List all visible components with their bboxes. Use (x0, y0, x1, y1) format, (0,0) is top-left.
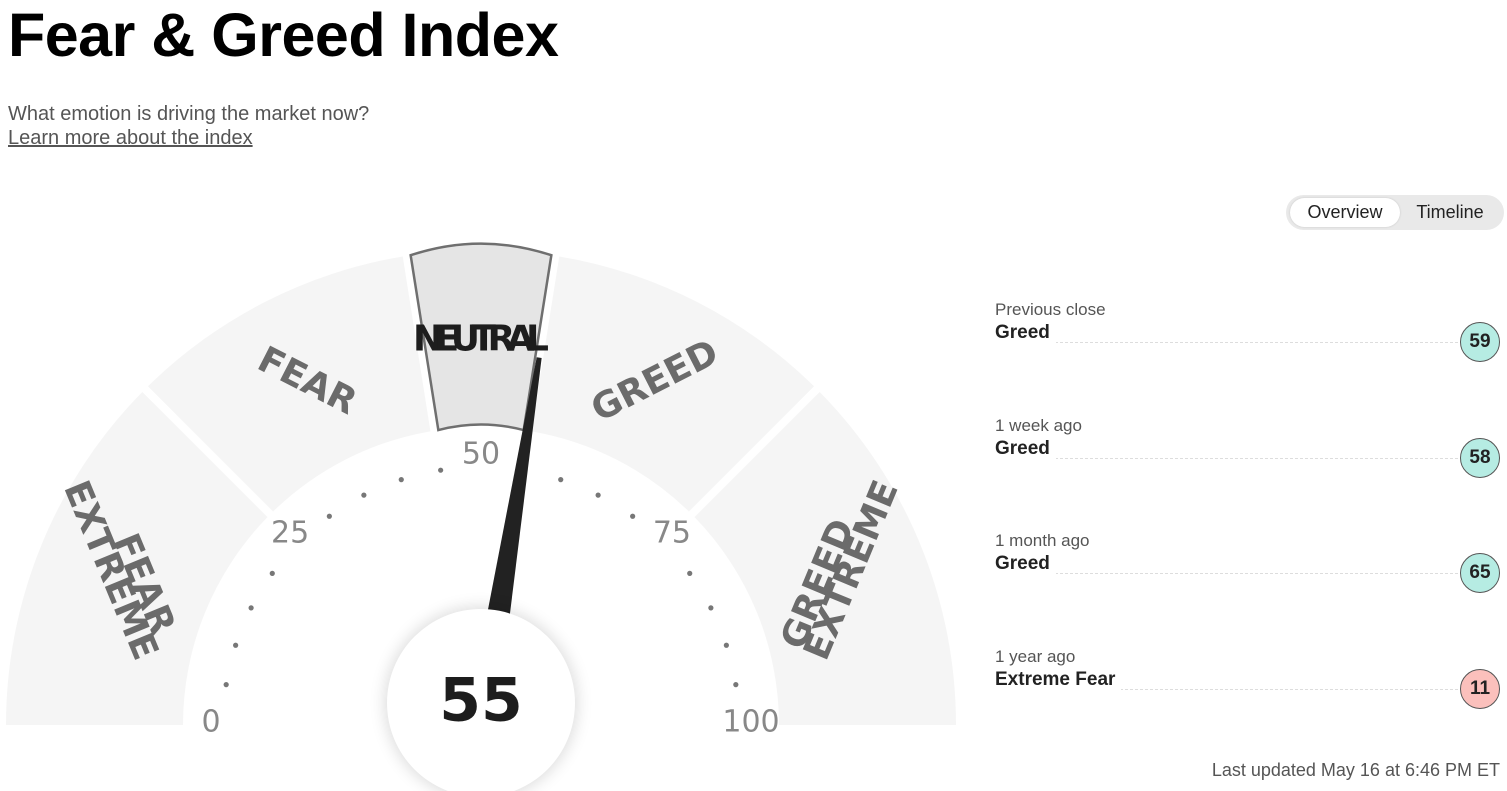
zone-label-neutral: NEUTRAL (413, 319, 549, 360)
last-updated: Last updated May 16 at 6:46 PM ET (1211, 760, 1500, 780)
timeline-tab[interactable]: Timeline (1416, 202, 1484, 222)
history-status: Greed (995, 322, 1056, 344)
scale-dot (361, 492, 367, 498)
history-value-badge: 58 (1460, 438, 1500, 478)
page-subtitle: What emotion is driving the market now? (8, 103, 370, 125)
scale-label-100: 100 (722, 705, 779, 740)
history-value-badge: 59 (1460, 322, 1500, 362)
scale-dot (326, 513, 332, 519)
scale-label-0: 0 (201, 705, 220, 740)
scale-dot (233, 642, 239, 648)
history-value-badge: 65 (1460, 553, 1500, 593)
view-toggle: Overview Timeline (1286, 195, 1504, 230)
history-status: Greed (995, 438, 1056, 460)
scale-label-25: 25 (271, 516, 309, 551)
scale-dot (723, 642, 729, 648)
scale-label-50: 50 (462, 437, 500, 472)
scale-dot (438, 467, 444, 473)
scale-dot (687, 570, 693, 576)
scale-dot (223, 682, 229, 688)
history-status: Greed (995, 553, 1056, 575)
learn-more-link[interactable]: Learn more about the index (8, 127, 253, 149)
zone-extreme-fear (6, 391, 268, 725)
zone-neutral (409, 242, 553, 432)
scale-dot (558, 477, 564, 483)
row-divider (995, 342, 1458, 343)
history-row-1-year-ago: 1 year ago Extreme Fear 11 (995, 647, 1500, 709)
history-status: Extreme Fear (995, 669, 1122, 691)
history-row-1-week-ago: 1 week ago Greed 58 (995, 416, 1500, 478)
row-divider (995, 573, 1458, 574)
history-row-previous-close: Previous close Greed 59 (995, 300, 1500, 362)
gauge-hub (387, 609, 575, 791)
scale-label-75: 75 (653, 516, 691, 551)
gauge-value: 55 (439, 666, 523, 736)
history-value-badge: 11 (1460, 669, 1500, 709)
scale-dot (733, 682, 739, 688)
scale-dot (248, 605, 254, 611)
zone-fear (147, 256, 431, 512)
scale-dot (595, 492, 601, 498)
scale-dot (269, 570, 275, 576)
page-title: Fear & Greed Index (8, 1, 559, 69)
history-period-label: 1 year ago (995, 647, 1076, 666)
scale-dot (708, 605, 714, 611)
scale-dot (398, 477, 404, 483)
zone-extreme-greed (694, 391, 956, 725)
history-period-label: 1 week ago (995, 416, 1082, 435)
scale-dot (630, 513, 636, 519)
row-divider (995, 689, 1458, 690)
gauge-needle (483, 357, 542, 638)
history-period-label: Previous close (995, 300, 1106, 319)
row-divider (995, 458, 1458, 459)
zone-greed (531, 256, 815, 512)
overview-tab[interactable]: Overview (1290, 198, 1400, 227)
history-row-1-month-ago: 1 month ago Greed 65 (995, 531, 1500, 593)
history-period-label: 1 month ago (995, 531, 1090, 550)
fear-greed-gauge: EXTREME FEAR FEAR NEUTRAL GREED EXTREME GREED … (0, 240, 960, 791)
